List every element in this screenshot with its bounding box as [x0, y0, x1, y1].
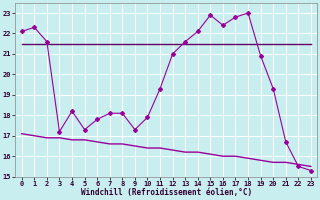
X-axis label: Windchill (Refroidissement éolien,°C): Windchill (Refroidissement éolien,°C) [81, 188, 252, 197]
